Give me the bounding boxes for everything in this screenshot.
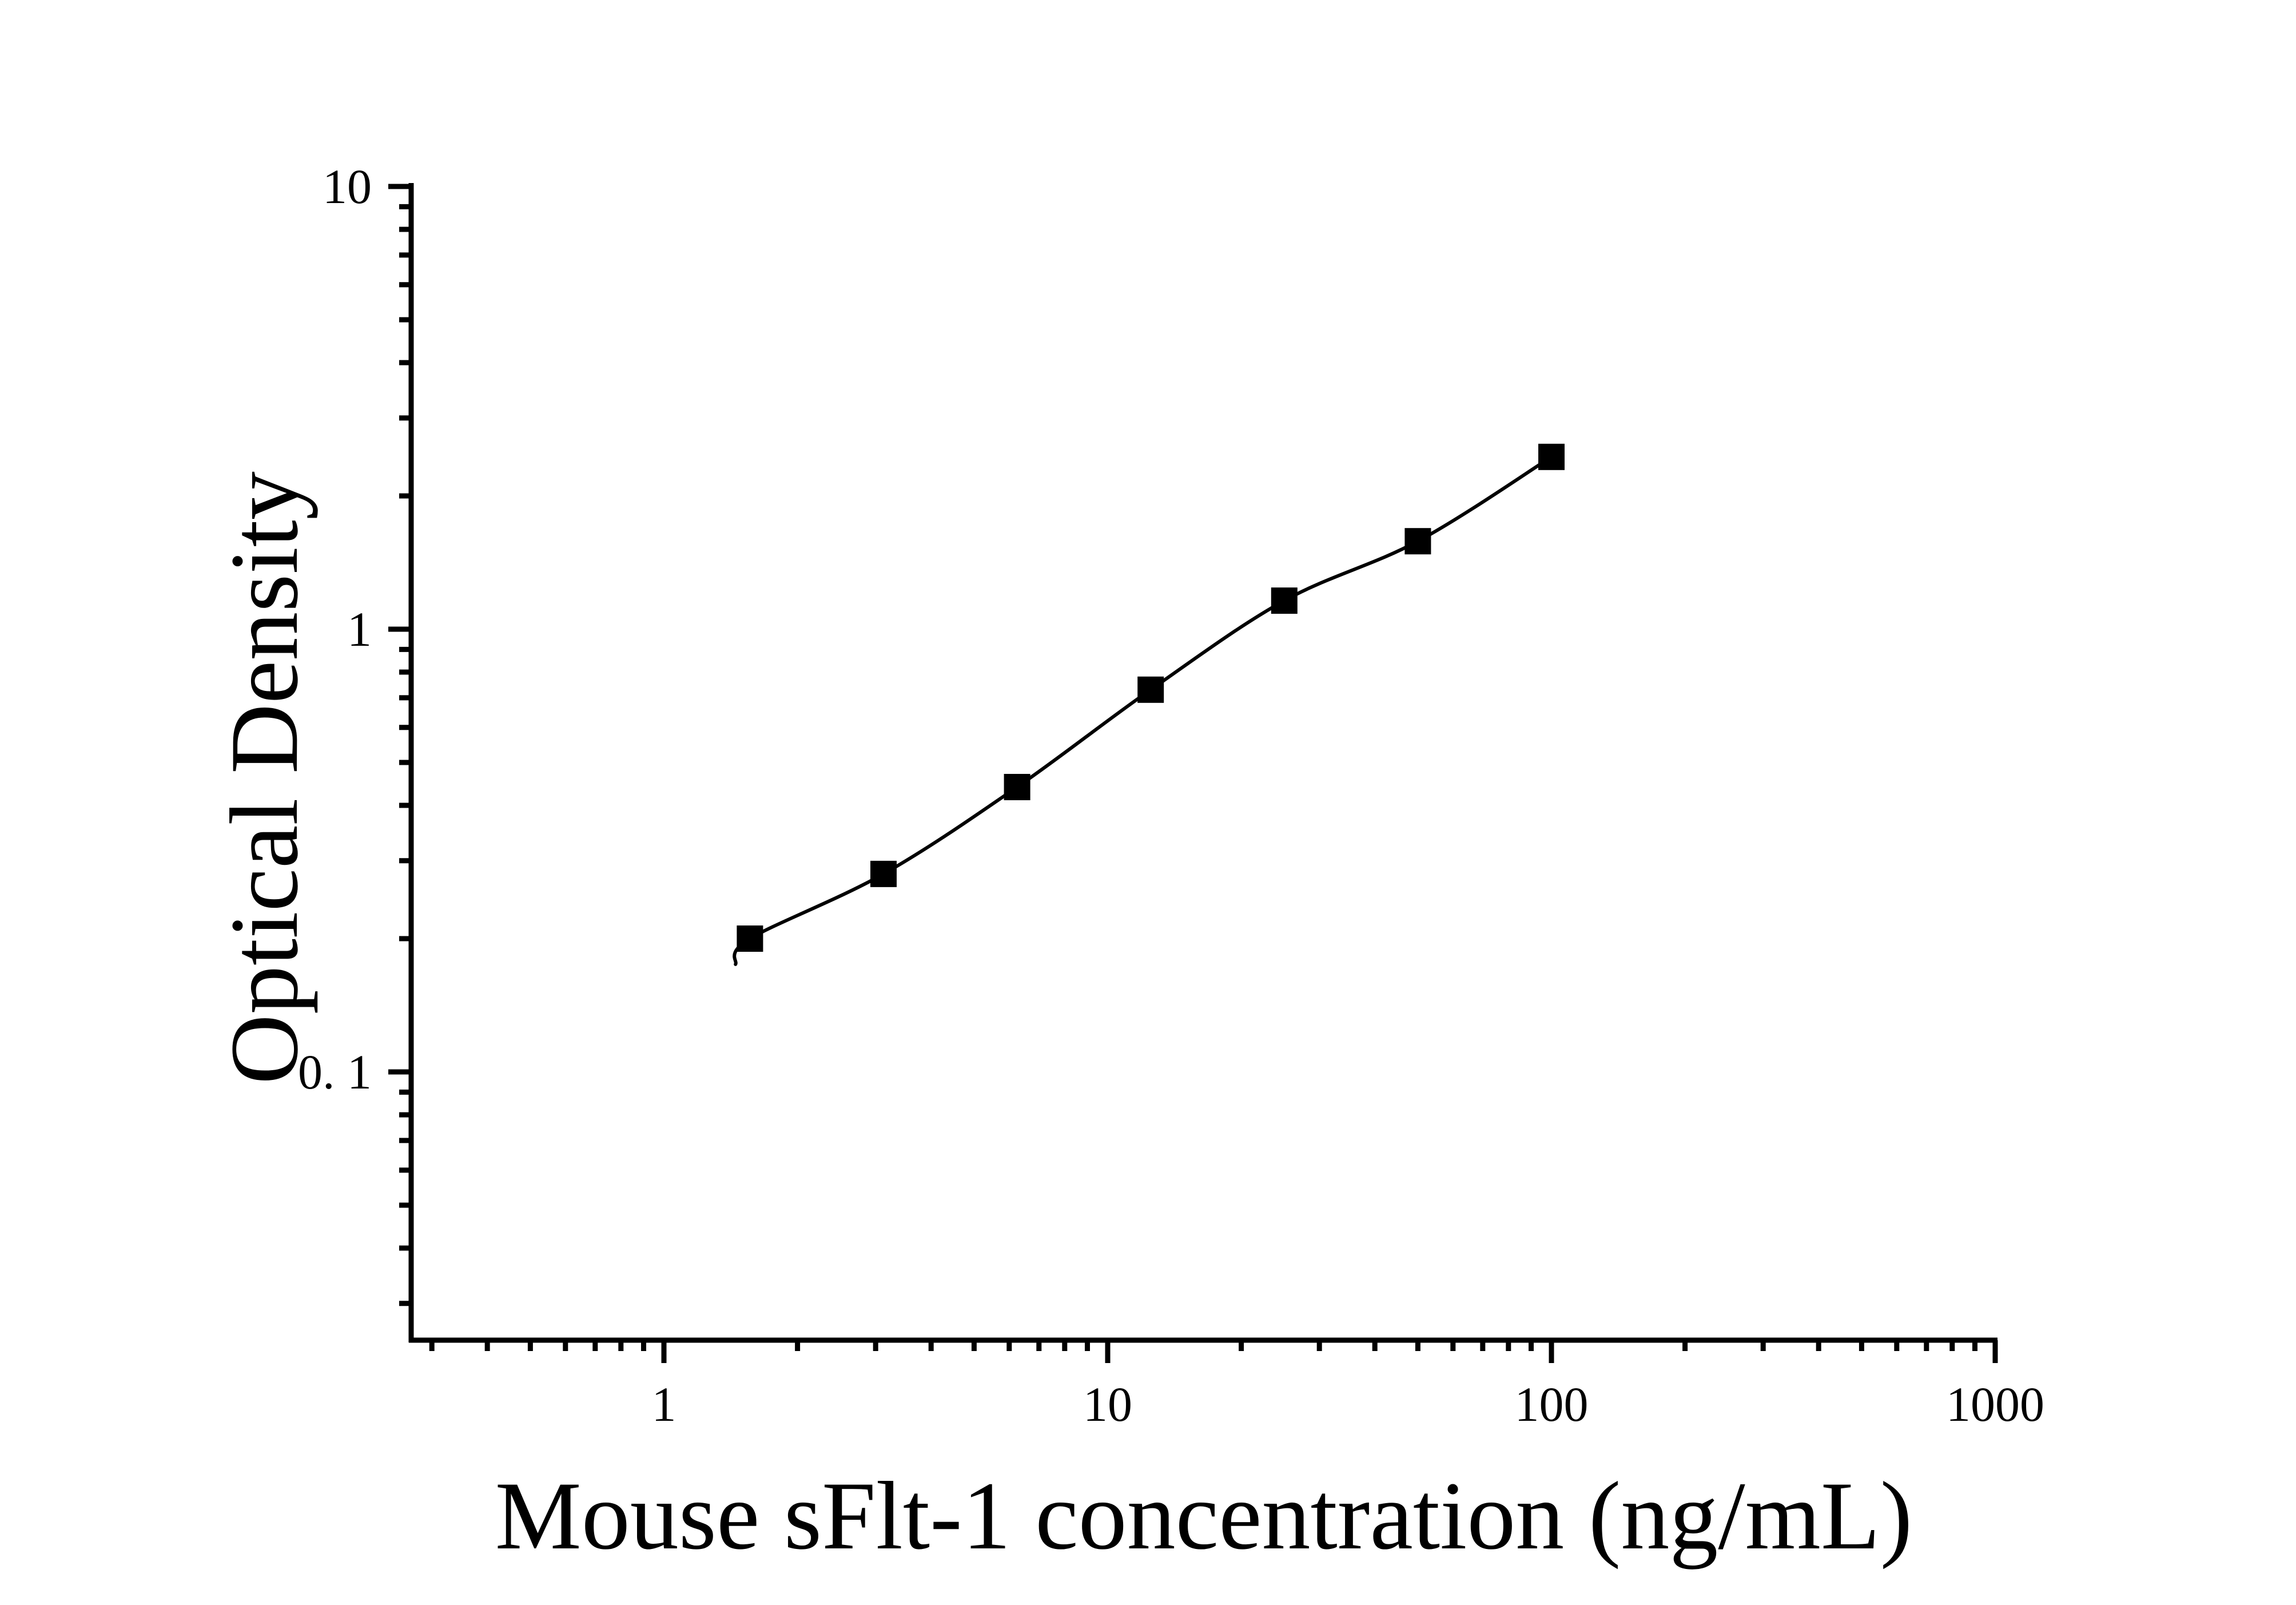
y-axis-title: Optical Density xyxy=(210,471,318,1084)
x-axis-tick-labels: 1 10 100 1000 xyxy=(652,1377,2045,1432)
data-point-marker xyxy=(1004,774,1030,800)
data-point-marker xyxy=(1538,443,1565,470)
y-axis-tick-labels: 10 1 0. 1 xyxy=(298,159,372,1099)
x-axis-title: Mouse sFlt-1 concentration (ng/mL) xyxy=(495,1462,1913,1570)
data-point-marker xyxy=(737,925,763,952)
y-tick-label: 1 xyxy=(347,602,372,657)
x-tick-label: 100 xyxy=(1515,1377,1589,1432)
data-point-marker xyxy=(1137,676,1164,703)
x-tick-label: 1000 xyxy=(1946,1377,2044,1432)
data-point-marker xyxy=(870,860,897,887)
y-axis-ticks xyxy=(388,184,411,1306)
data-point-marker xyxy=(1404,528,1431,555)
y-tick-label: 0. 1 xyxy=(298,1044,372,1099)
data-point-markers xyxy=(737,443,1565,952)
x-axis-ticks xyxy=(429,1340,1998,1363)
y-tick-label: 10 xyxy=(323,159,372,214)
x-tick-label: 10 xyxy=(1083,1377,1132,1432)
data-point-marker xyxy=(1271,587,1298,614)
x-tick-label: 1 xyxy=(652,1377,677,1432)
